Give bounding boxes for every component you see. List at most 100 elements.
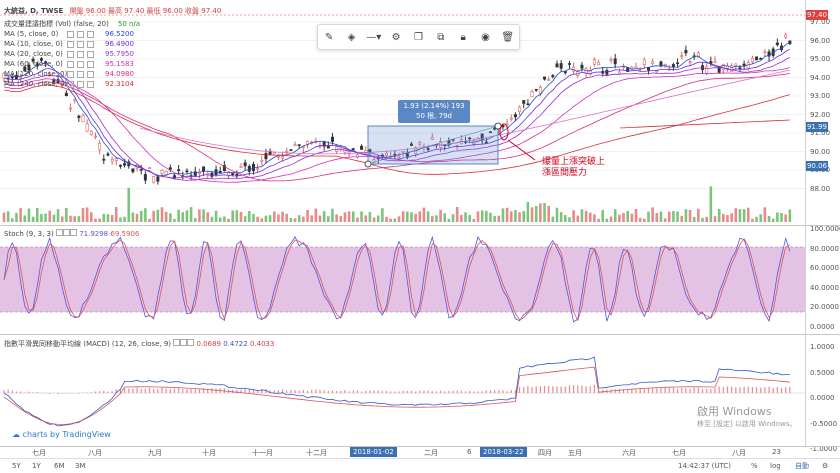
range-1y-button[interactable]: 1Y bbox=[32, 462, 41, 470]
ma-legend-row[interactable]: MA (120, close, 0) 94.0980 bbox=[4, 69, 140, 79]
drawing-toolbar[interactable]: ✎ ◈ —▾ ⚙ ❐ ⧉ 🔒︎ ◉ 🗑︎ bbox=[317, 24, 520, 50]
ma-legend-row[interactable]: MA (60, close, 0) 95.1583 bbox=[4, 59, 140, 69]
candle-body bbox=[547, 79, 551, 81]
legend-toggle-icon[interactable] bbox=[67, 50, 74, 58]
legend-toggle-icon[interactable] bbox=[67, 70, 74, 78]
eye-icon[interactable]: ◉ bbox=[481, 31, 490, 43]
ma-legend-row[interactable]: MA (240, close, 0) 92.3104 bbox=[4, 79, 140, 89]
legend-close-icon[interactable] bbox=[87, 40, 94, 48]
price-tick-label: 91.00 bbox=[810, 129, 831, 137]
candle-body bbox=[222, 165, 226, 172]
candle-body bbox=[684, 50, 688, 54]
candle-body bbox=[251, 163, 255, 171]
annotation-arrow[interactable] bbox=[507, 139, 536, 161]
volume-bar bbox=[543, 203, 546, 222]
price-axis[interactable]: 97.00 96.00 95.00 94.00 93.00 92.00 91.00 90.00… bbox=[805, 0, 840, 225]
fill-icon[interactable]: ◈ bbox=[347, 31, 356, 43]
line-style-icon[interactable]: —▾ bbox=[366, 31, 382, 43]
legend-settings-icon[interactable] bbox=[77, 60, 84, 68]
volume-bar bbox=[501, 208, 505, 222]
legend-toggle-icon[interactable] bbox=[55, 229, 63, 236]
lock-icon[interactable]: 🔒︎ bbox=[460, 31, 466, 43]
time-tick-label: 四月 bbox=[538, 449, 552, 457]
legend-settings-icon[interactable] bbox=[62, 229, 70, 236]
ma-legend-row[interactable]: MA (10, close, 0) 96.4900 bbox=[4, 39, 140, 49]
clock-readout[interactable]: 14:42:37 (UTC) bbox=[678, 462, 732, 470]
price-pane[interactable] bbox=[0, 0, 805, 225]
legend-close-icon[interactable] bbox=[87, 80, 94, 88]
copy-icon[interactable]: ❐ bbox=[413, 31, 423, 43]
stoch-legend[interactable]: Stoch (9, 3, 3) 71.9298 69.5906 bbox=[4, 229, 139, 239]
stoch-chart[interactable] bbox=[0, 226, 805, 334]
legend-settings-icon[interactable] bbox=[77, 70, 84, 78]
range-3m-button[interactable]: 3M bbox=[75, 462, 86, 470]
legend-close-icon[interactable] bbox=[187, 339, 195, 346]
legend-settings-icon[interactable] bbox=[180, 339, 188, 346]
time-tick-label: 九月 bbox=[148, 449, 162, 457]
volume-bar bbox=[368, 212, 372, 222]
macd-chart[interactable] bbox=[0, 335, 805, 447]
volume-bar bbox=[784, 214, 787, 222]
legend-toggle-icon[interactable] bbox=[67, 30, 74, 38]
stoch-tick-label: 0.0000 bbox=[810, 323, 835, 331]
candle-body bbox=[655, 70, 659, 73]
volume-bar bbox=[763, 207, 767, 222]
stoch-axis[interactable]: 100.0000 80.0000 60.0000 40.0000 20.0000 0.00… bbox=[805, 225, 840, 334]
watermark-line2: 移至 [設定] 以啟用 Windows。 bbox=[697, 420, 797, 428]
candle-body bbox=[52, 79, 56, 83]
range-5y-button[interactable]: 5Y bbox=[12, 462, 21, 470]
volume-bar bbox=[131, 212, 135, 222]
pane-divider[interactable] bbox=[0, 334, 840, 335]
volume-bar bbox=[697, 208, 700, 222]
legend-close-icon[interactable] bbox=[87, 70, 94, 78]
stoch-k-value: 71.9298 bbox=[79, 230, 109, 238]
range-handle[interactable] bbox=[364, 160, 372, 168]
settings-icon[interactable]: ⚙ bbox=[391, 31, 401, 43]
time-tick-label: 七月 bbox=[672, 449, 686, 457]
candle-body bbox=[293, 144, 297, 147]
candle-body bbox=[272, 152, 276, 155]
volume-bar bbox=[306, 209, 309, 222]
legend-close-icon[interactable] bbox=[87, 30, 94, 38]
pencil-icon[interactable]: ✎ bbox=[324, 31, 334, 43]
legend-settings-icon[interactable] bbox=[77, 30, 84, 38]
macd-legend[interactable]: 指數平滑異同移動平均線 (MACD) (12, 26, close, 9) 0.… bbox=[4, 339, 274, 349]
candle-body bbox=[247, 166, 251, 172]
volume-bar bbox=[489, 212, 492, 222]
legend-settings-icon[interactable] bbox=[77, 40, 84, 48]
candle-body bbox=[360, 145, 364, 150]
macd-pane[interactable] bbox=[0, 335, 805, 447]
pane-divider[interactable] bbox=[0, 225, 840, 226]
macd-axis[interactable]: 1.0000 0.5000 0.0000 -0.5000 -1.0000 bbox=[805, 335, 840, 453]
moving-average-line bbox=[3, 57, 790, 181]
candle-body bbox=[152, 176, 156, 183]
volume-bar bbox=[198, 209, 201, 222]
volume-bar bbox=[173, 218, 176, 222]
percent-toggle[interactable]: % bbox=[751, 462, 758, 470]
chart-settings-icon[interactable]: ⚙ bbox=[822, 462, 829, 470]
range-6m-button[interactable]: 6M bbox=[54, 462, 65, 470]
ma-legend-row[interactable]: MA (20, close, 0) 95.7950 bbox=[4, 49, 140, 59]
legend-toggle-icon[interactable] bbox=[173, 339, 181, 346]
ma-legend-row[interactable]: MA (5, close, 0) 96.5200 bbox=[4, 29, 140, 39]
volume-legend-row[interactable]: 成交量建議指標 (Vol) (false, 20) 50 n/a bbox=[4, 19, 140, 29]
legend-toggle-icon[interactable] bbox=[67, 80, 74, 88]
annotation-ellipse[interactable] bbox=[499, 123, 509, 141]
trash-icon[interactable]: 🗑︎ bbox=[501, 31, 515, 43]
log-toggle[interactable]: log bbox=[770, 462, 781, 470]
legend-close-icon[interactable] bbox=[69, 229, 77, 236]
price-chart[interactable] bbox=[0, 0, 805, 225]
clone-icon[interactable]: ⧉ bbox=[437, 31, 445, 43]
stoch-pane[interactable] bbox=[0, 226, 805, 334]
legend-toggle-icon[interactable] bbox=[67, 60, 74, 68]
tradingview-branding[interactable]: ☁ charts by TradingView bbox=[12, 430, 111, 439]
legend-settings-icon[interactable] bbox=[77, 50, 84, 58]
chart-annotation[interactable]: 爆量上漲突破上 漲區間壓力 bbox=[542, 157, 605, 179]
legend-toggle-icon[interactable] bbox=[67, 40, 74, 48]
candle-body bbox=[580, 64, 584, 69]
legend-settings-icon[interactable] bbox=[77, 80, 84, 88]
time-tick-label: 23 bbox=[772, 448, 781, 456]
legend-close-icon[interactable] bbox=[87, 50, 94, 58]
auto-toggle[interactable]: 自動 bbox=[795, 462, 809, 470]
legend-close-icon[interactable] bbox=[87, 60, 94, 68]
